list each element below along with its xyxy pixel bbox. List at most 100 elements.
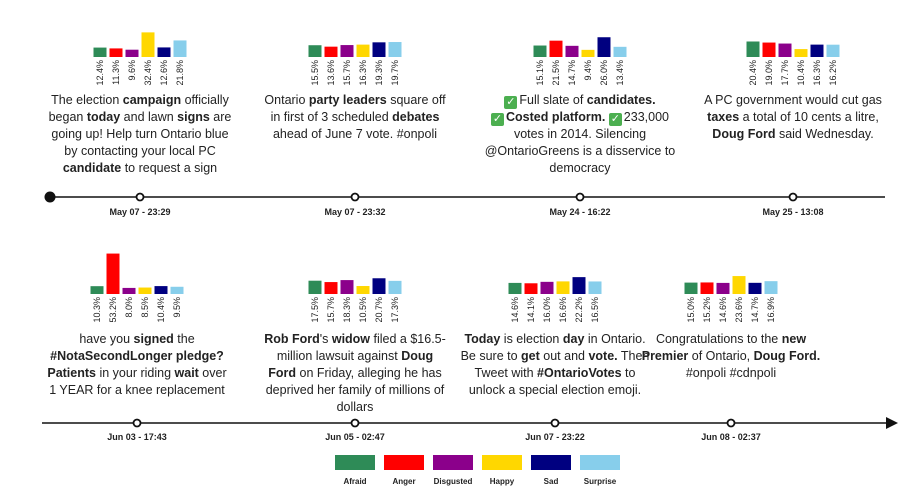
text-segment: and lawn [120, 110, 178, 124]
tweet-line: #onpoli #cdnpoli [626, 365, 836, 382]
keyword: Doug [401, 349, 434, 363]
timestamp-label: May 07 - 23:29 [109, 207, 170, 217]
bar-value-label: 26.0% [599, 60, 609, 86]
bar-afraid [90, 286, 104, 294]
bar-sad [154, 286, 168, 294]
bar-happy [556, 281, 570, 294]
text-segment: in your riding [96, 366, 175, 380]
keyword: Ford [268, 366, 297, 380]
bar-value-label: 12.4% [95, 60, 105, 86]
tweet-line: democracy [475, 160, 685, 177]
timestamp-label: Jun 07 - 23:22 [525, 432, 585, 442]
text-segment: Be sure to [460, 349, 522, 363]
text-segment: going up! Help turn Ontario blue [51, 127, 229, 141]
bar-value-label: 10.3% [92, 297, 102, 323]
bar-value-label: 13.6% [326, 60, 336, 86]
bar-value-label: 15.0% [686, 297, 696, 323]
tweet-text: ✓ Full slate of candidates. ✓ Costed platfo… [475, 92, 685, 177]
bar-value-label: 14.1% [526, 297, 536, 323]
keyword: Costed platform. [506, 110, 606, 124]
text-segment: ahead of June 7 vote. #onpoli [272, 127, 438, 141]
timeline-marker [350, 192, 360, 202]
text-segment: began [48, 110, 87, 124]
text-segment: Then [617, 349, 650, 363]
bar-value-label: 15.5% [310, 60, 320, 86]
bar-value-label: 15.7% [342, 60, 352, 86]
keyword: #NotaSecondLonger pledge? [50, 349, 224, 363]
legend-item-afraid: Afraid [332, 455, 378, 486]
keyword: Today [464, 332, 501, 346]
timestamp-label: May 24 - 16:22 [549, 207, 610, 217]
tweet-text: The election campaign officially began to… [35, 92, 245, 177]
tweet-line: Congratulations to the new [626, 331, 836, 348]
tweet-line: A PC government would cut gas [688, 92, 898, 109]
bar-anger [109, 48, 123, 57]
legend-item-happy: Happy [479, 455, 525, 486]
tweet-text: Congratulations to the new Premier of Ont… [626, 331, 836, 382]
bar-value-label: 32.4% [143, 60, 153, 86]
bar-value-label: 16.6% [558, 297, 568, 323]
timestamp-label: Jun 08 - 02:37 [701, 432, 761, 442]
text-segment: @OntarioGreens is a disservice to [484, 144, 676, 158]
legend-label: Afraid [343, 477, 367, 486]
chart-legend: Afraid Anger Disgusted Happy Sad Surprise [332, 455, 632, 491]
bar-anger [762, 42, 776, 57]
legend-label: Sad [543, 477, 559, 486]
bar-anger [549, 40, 563, 57]
legend-item-disgusted: Disgusted [430, 455, 476, 486]
bar-value-label: 14.6% [718, 297, 728, 323]
legend-label: Surprise [583, 477, 617, 486]
bar-value-label: 15.7% [326, 297, 336, 323]
tweet-line: have you signed the [32, 331, 242, 348]
text-segment: officially [181, 93, 229, 107]
keyword: party leaders [308, 93, 387, 107]
tweet-line: ✓ Full slate of candidates. [475, 92, 685, 109]
bar-value-label: 9.6% [127, 60, 137, 81]
tweet-line: 1 YEAR for a knee replacement [32, 382, 242, 399]
bar-value-label: 23.6% [734, 297, 744, 323]
text-segment: million lawsuit against [276, 349, 402, 363]
bar-value-label: 17.7% [780, 60, 790, 86]
legend-swatch [433, 455, 473, 470]
checkmark-icon: ✓ [504, 96, 518, 109]
bar-afraid [508, 282, 522, 294]
bar-sad [572, 277, 586, 294]
bar-disgusted [122, 287, 136, 294]
legend-label: Happy [489, 477, 515, 486]
bar-value-label: 17.5% [310, 297, 320, 323]
text-segment: square off [386, 93, 446, 107]
bar-surprise [170, 286, 184, 294]
bar-value-label: 16.5% [590, 297, 600, 323]
text-segment: The election [51, 93, 123, 107]
timestamp-label: May 07 - 23:32 [324, 207, 385, 217]
text-segment: 233,000 [623, 110, 669, 124]
text-segment: filed a $16.5- [370, 332, 446, 346]
bar-value-label: 11.3% [111, 60, 121, 85]
tweet-line: Patients in your riding wait over [32, 365, 242, 382]
checkmark-icon: ✓ [608, 113, 622, 126]
tweet-line: Rob Ford's widow filed a $16.5- [250, 331, 460, 348]
bar-value-label: 8.0% [124, 297, 134, 318]
timestamp-label: May 25 - 13:08 [762, 207, 823, 217]
legend-swatch [531, 455, 571, 470]
bar-disgusted [125, 49, 139, 57]
text-segment: 's [319, 332, 332, 346]
keyword: Premier [641, 349, 689, 363]
tweet-line: unlock a special election emoji. [450, 382, 660, 399]
keyword: Rob Ford [264, 332, 320, 346]
bar-sad [810, 44, 824, 57]
bar-afraid [684, 282, 698, 294]
bar-happy [138, 287, 152, 294]
timeline-marker [350, 418, 360, 428]
text-segment: votes in 2014. Silencing [513, 127, 647, 141]
keyword: Patients [47, 366, 96, 380]
legend-item-surprise: Surprise [577, 455, 623, 486]
timeline-marker [550, 418, 560, 428]
keyword: debates [392, 110, 440, 124]
text-segment: over [198, 366, 227, 380]
bar-value-label: 9.5% [172, 297, 182, 318]
timeline-start-dot [44, 191, 56, 203]
bar-surprise [173, 40, 187, 57]
bar-value-label: 19.3% [374, 60, 384, 86]
